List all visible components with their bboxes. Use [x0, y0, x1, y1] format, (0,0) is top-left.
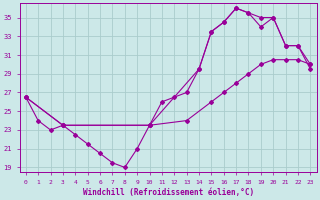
X-axis label: Windchill (Refroidissement éolien,°C): Windchill (Refroidissement éolien,°C)	[83, 188, 254, 197]
